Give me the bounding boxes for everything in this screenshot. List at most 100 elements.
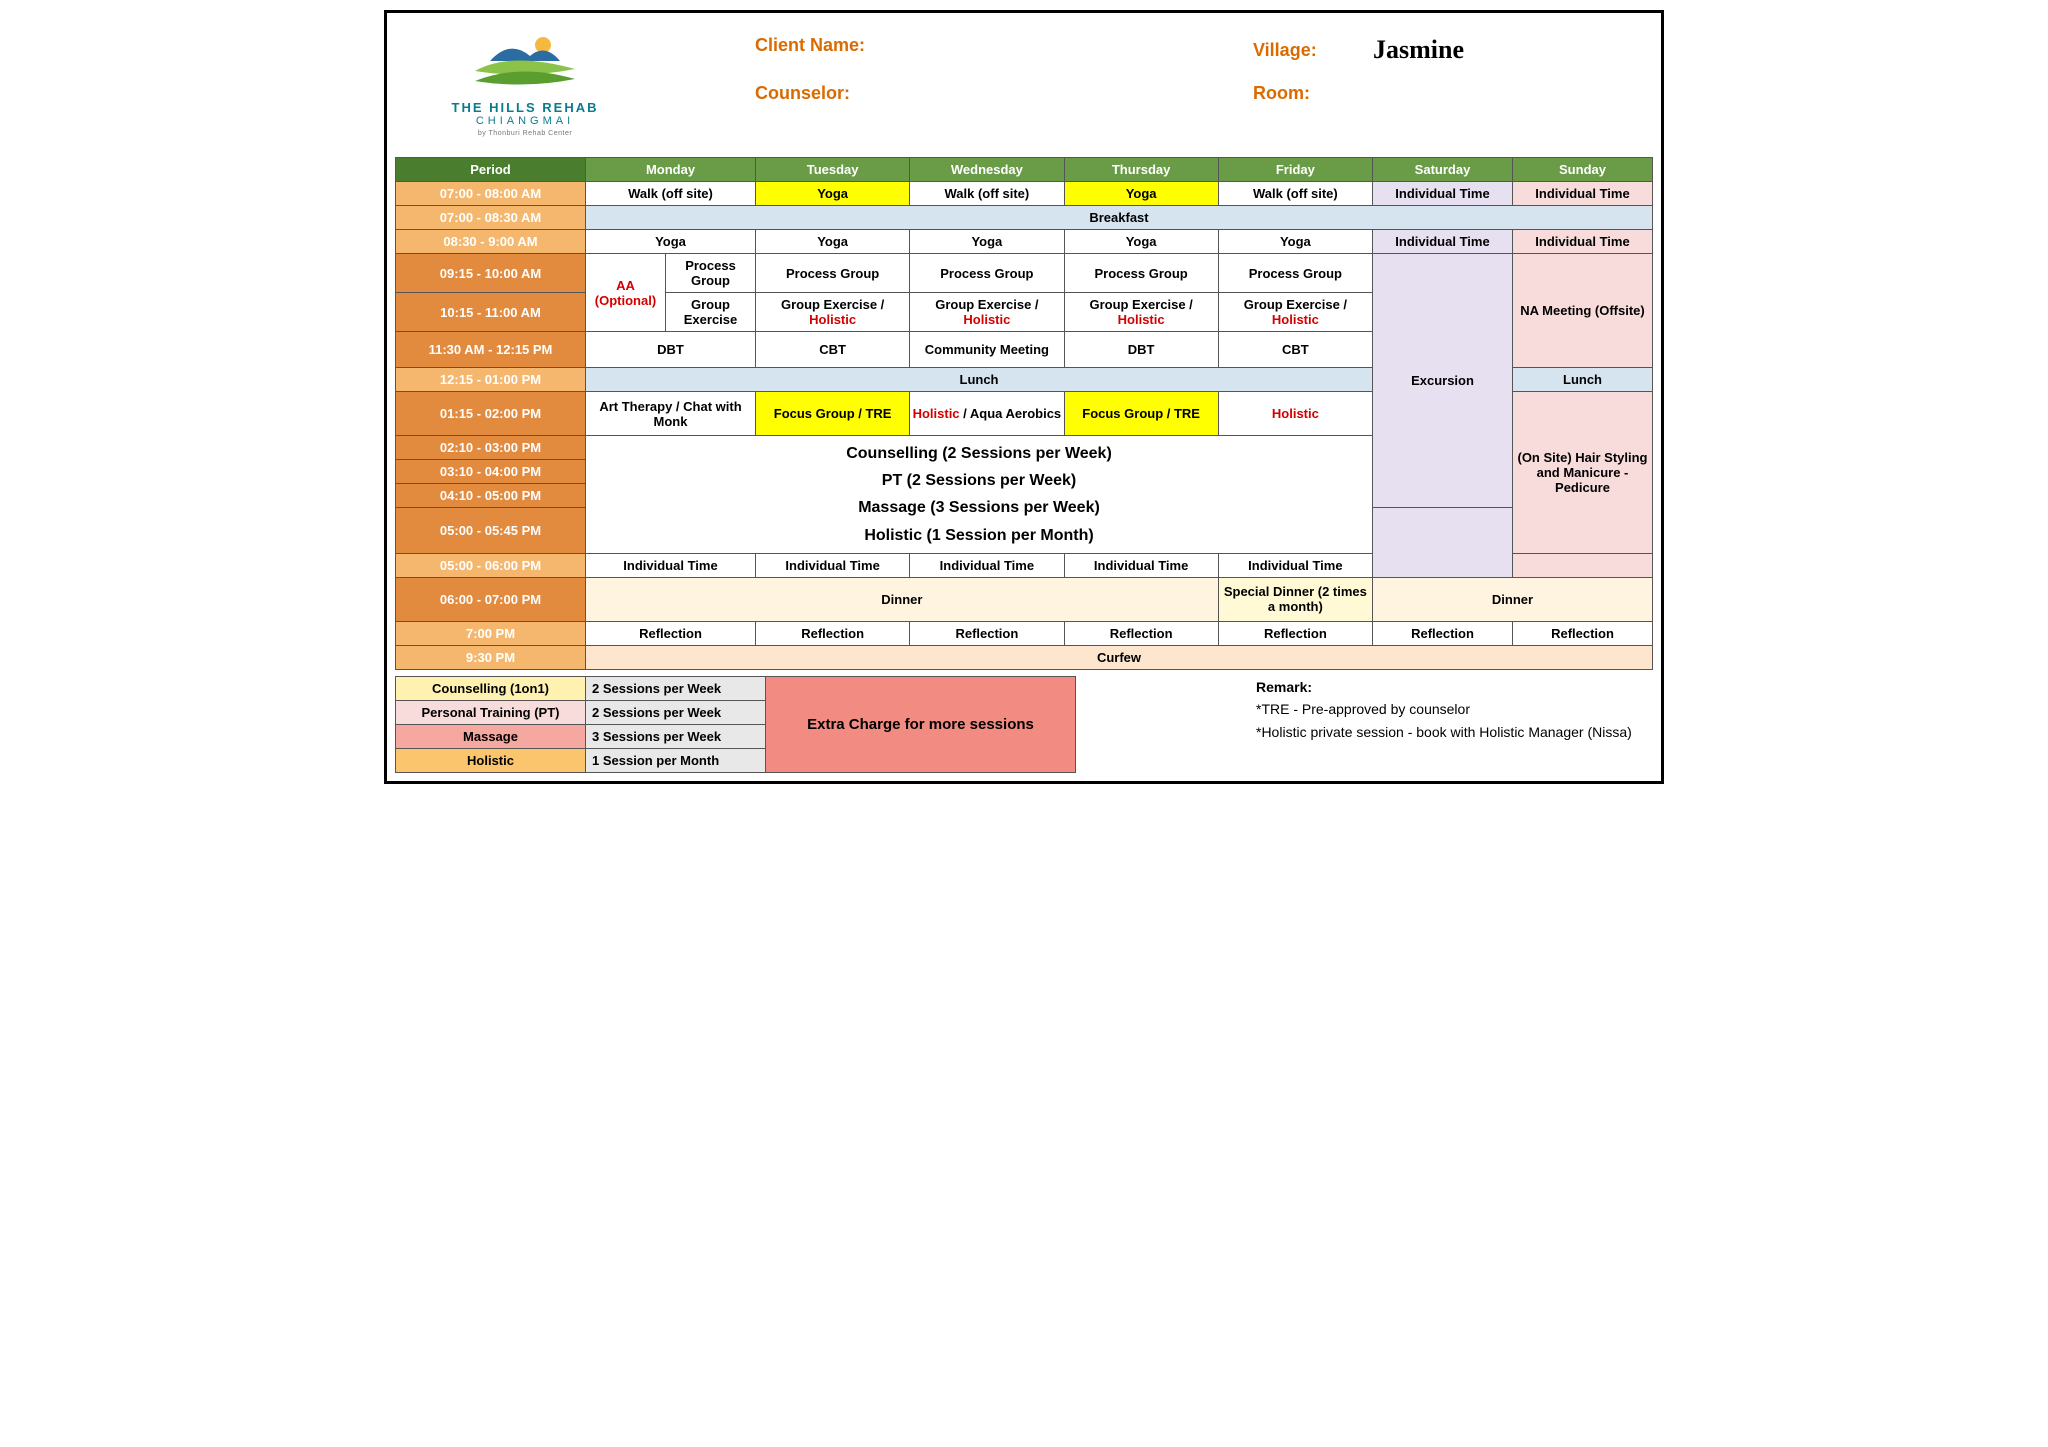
cell: Reflection	[1064, 621, 1218, 645]
cell: Focus Group / TRE	[756, 392, 910, 436]
logo: THE HILLS REHAB CHIANGMAI by Thonburi Re…	[415, 31, 635, 137]
cell-onsite-hair: (On Site) Hair Styling and Manicure - Pe…	[1513, 392, 1653, 554]
cell: Community Meeting	[910, 332, 1064, 368]
remark-line: *TRE - Pre-approved by counselor	[1256, 698, 1632, 720]
cell: Reflection	[1373, 621, 1513, 645]
cell: Process Group	[1218, 254, 1372, 293]
period-cell: 9:30 PM	[396, 645, 586, 669]
cell: Yoga	[910, 230, 1064, 254]
cell-breakfast: Breakfast	[586, 206, 1653, 230]
cell: Individual Time	[756, 553, 910, 577]
remark-block: Remark: *TRE - Pre-approved by counselor…	[1116, 676, 1632, 743]
row-0600-0700: 06:00 - 07:00 PM Dinner Special Dinner (…	[396, 577, 1653, 621]
schedule-document: THE HILLS REHAB CHIANGMAI by Thonburi Re…	[384, 10, 1664, 784]
client-name-label: Client Name:	[635, 35, 1055, 65]
logo-tagline: by Thonburi Rehab Center	[415, 130, 635, 137]
extra-charge-box: Extra Charge for more sessions	[766, 676, 1076, 773]
cell: Walk (off site)	[910, 182, 1064, 206]
cell: Reflection	[1218, 621, 1372, 645]
room-label: Room:	[1253, 83, 1373, 104]
cell: Process Group	[910, 254, 1064, 293]
cell-na-meeting: NA Meeting (Offsite)	[1513, 254, 1653, 368]
cell-special-dinner: Special Dinner (2 times a month)	[1218, 577, 1372, 621]
cell: CBT	[1218, 332, 1372, 368]
hills-logo-icon	[465, 31, 585, 91]
cell: Group Exercise / Holistic	[1064, 293, 1218, 332]
period-cell: 07:00 - 08:30 AM	[396, 206, 586, 230]
cell-lunch: Lunch	[586, 368, 1373, 392]
legend-val: 1 Session per Month	[586, 748, 766, 772]
cell-curfew: Curfew	[586, 645, 1653, 669]
cell: Yoga	[756, 230, 910, 254]
cell: Walk (off site)	[586, 182, 756, 206]
legend-label: Personal Training (PT)	[396, 700, 586, 724]
cell: Holistic	[1218, 392, 1372, 436]
cell: Group Exercise / Holistic	[756, 293, 910, 332]
cell-sessions-block: Counselling (2 Sessions per Week) PT (2 …	[586, 436, 1373, 554]
cell: Reflection	[586, 621, 756, 645]
period-cell: 01:15 - 02:00 PM	[396, 392, 586, 436]
logo-subtitle: CHIANGMAI	[415, 115, 635, 127]
row-0930pm: 9:30 PM Curfew	[396, 645, 1653, 669]
period-cell: 11:30 AM - 12:15 PM	[396, 332, 586, 368]
cell: Reflection	[910, 621, 1064, 645]
cell-aa: AA(Optional)	[586, 254, 666, 332]
col-sunday: Sunday	[1513, 158, 1653, 182]
cell: Individual Time	[1513, 182, 1653, 206]
remark-title: Remark:	[1256, 676, 1632, 698]
row-0700-0830: 07:00 - 08:30 AM Breakfast	[396, 206, 1653, 230]
schedule-table: Period Monday Tuesday Wednesday Thursday…	[395, 157, 1653, 670]
cell: Yoga	[1064, 230, 1218, 254]
cell: Group Exercise / Holistic	[910, 293, 1064, 332]
cell: Holistic / Aqua Aerobics	[910, 392, 1064, 436]
village-value: Jasmine	[1373, 35, 1464, 65]
col-saturday: Saturday	[1373, 158, 1513, 182]
cell-lunch-sun: Lunch	[1513, 368, 1653, 392]
legend-label: Holistic	[396, 748, 586, 772]
row-0700pm: 7:00 PM Reflection Reflection Reflection…	[396, 621, 1653, 645]
cell: Yoga	[1064, 182, 1218, 206]
cell: Reflection	[1513, 621, 1653, 645]
cell: CBT	[756, 332, 910, 368]
row-0830-0900: 08:30 - 9:00 AM Yoga Yoga Yoga Yoga Yoga…	[396, 230, 1653, 254]
col-period: Period	[396, 158, 586, 182]
legend-label: Massage	[396, 724, 586, 748]
cell: DBT	[1064, 332, 1218, 368]
header-row: Period Monday Tuesday Wednesday Thursday…	[396, 158, 1653, 182]
row-0915-1000: 09:15 - 10:00 AM AA(Optional) Process Gr…	[396, 254, 1653, 293]
cell: Yoga	[586, 230, 756, 254]
col-thursday: Thursday	[1064, 158, 1218, 182]
cell-excursion: Excursion	[1373, 254, 1513, 508]
cell: Individual Time	[1064, 553, 1218, 577]
cell: Individual Time	[586, 553, 756, 577]
cell: Group Exercise / Holistic	[1218, 293, 1372, 332]
row-0700-0800: 07:00 - 08:00 AM Walk (off site) Yoga Wa…	[396, 182, 1653, 206]
period-cell: 10:15 - 11:00 AM	[396, 293, 586, 332]
cell: Individual Time	[1373, 230, 1513, 254]
cell: Reflection	[756, 621, 910, 645]
cell: Individual Time	[1513, 230, 1653, 254]
cell: DBT	[586, 332, 756, 368]
col-friday: Friday	[1218, 158, 1372, 182]
header-fields: Client Name: Village: Jasmine Counselor:…	[635, 31, 1633, 104]
cell-dinner: Dinner	[1373, 577, 1653, 621]
cell: Yoga	[1218, 230, 1372, 254]
cell: Group Exercise	[666, 293, 756, 332]
legend-val: 2 Sessions per Week	[586, 700, 766, 724]
cell: Process Group	[1064, 254, 1218, 293]
col-tuesday: Tuesday	[756, 158, 910, 182]
cell: Walk (off site)	[1218, 182, 1372, 206]
period-cell: 06:00 - 07:00 PM	[396, 577, 586, 621]
cell-dinner: Dinner	[586, 577, 1219, 621]
legend-section: Counselling (1on1)2 Sessions per Week Pe…	[395, 676, 1653, 773]
header: THE HILLS REHAB CHIANGMAI by Thonburi Re…	[395, 21, 1653, 157]
period-cell: 04:10 - 05:00 PM	[396, 484, 586, 508]
cell: Process Group	[756, 254, 910, 293]
legend-val: 3 Sessions per Week	[586, 724, 766, 748]
period-cell: 03:10 - 04:00 PM	[396, 460, 586, 484]
cell: Yoga	[756, 182, 910, 206]
counselor-label: Counselor:	[635, 83, 1055, 104]
cell: Individual Time	[910, 553, 1064, 577]
period-cell: 05:00 - 05:45 PM	[396, 508, 586, 554]
col-monday: Monday	[586, 158, 756, 182]
